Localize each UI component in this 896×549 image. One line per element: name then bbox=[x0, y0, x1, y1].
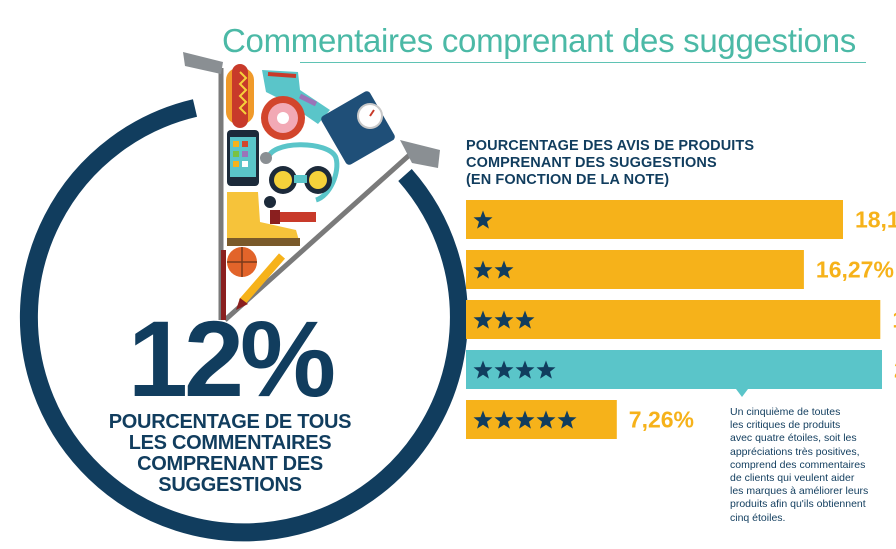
title-divider bbox=[300, 62, 866, 63]
star-icon bbox=[473, 260, 493, 279]
star-icon bbox=[473, 360, 493, 379]
donut-icon bbox=[261, 96, 305, 140]
bathroom-scale-icon bbox=[321, 91, 395, 165]
pencil-icon bbox=[236, 253, 286, 310]
big-stat-caption: POURCENTAGE DE TOUS LES COMMENTAIRES COM… bbox=[108, 411, 352, 496]
chart-title: POURCENTAGE DES AVIS DE PRODUITS COMPREN… bbox=[466, 138, 755, 188]
golf-club-head-icon bbox=[400, 140, 440, 168]
bar-value-label: 20,03% bbox=[894, 357, 896, 383]
star-icon bbox=[515, 310, 535, 329]
star-icon bbox=[473, 210, 493, 229]
star-icon bbox=[515, 410, 535, 429]
percent-ring bbox=[19, 99, 468, 542]
basketball-icon bbox=[227, 247, 257, 277]
sock-icon bbox=[262, 70, 330, 124]
bar bbox=[466, 250, 804, 289]
star-icon bbox=[515, 360, 535, 379]
smartphone-icon bbox=[227, 130, 259, 186]
gauge-icon bbox=[262, 194, 278, 210]
boot-icon bbox=[227, 192, 300, 246]
star-icon bbox=[557, 410, 577, 429]
hot-dog-icon bbox=[226, 64, 254, 128]
ruler-icon bbox=[221, 250, 226, 320]
star-icon bbox=[494, 260, 514, 279]
big-stat-value: 12% bbox=[127, 298, 336, 419]
golf-club-head-top-icon bbox=[183, 52, 223, 74]
star-icon bbox=[494, 360, 514, 379]
star-icon bbox=[494, 310, 514, 329]
star-icon bbox=[536, 360, 556, 379]
callout-pointer bbox=[736, 389, 748, 397]
bar bbox=[466, 300, 881, 339]
bar-value-label: 18,15% bbox=[855, 207, 896, 233]
lipstick-icon bbox=[270, 210, 316, 224]
star-icon bbox=[473, 310, 493, 329]
star-icon bbox=[494, 410, 514, 429]
page-title: Commentaires comprenant des suggestions bbox=[222, 22, 856, 59]
bar-value-label: 19,95% bbox=[892, 307, 896, 333]
golf-club-shaft-icon bbox=[223, 148, 417, 322]
bar bbox=[466, 200, 843, 239]
bar bbox=[466, 350, 882, 389]
stethoscope-icon bbox=[260, 142, 340, 203]
star-icon bbox=[473, 410, 493, 429]
bar-value-label: 7,26% bbox=[629, 407, 694, 433]
star-icon bbox=[536, 410, 556, 429]
bar-value-label: 16,27% bbox=[816, 257, 894, 283]
binoculars-icon bbox=[269, 166, 332, 194]
callout-text: Un cinquième de toutes les critiques de … bbox=[730, 406, 869, 524]
